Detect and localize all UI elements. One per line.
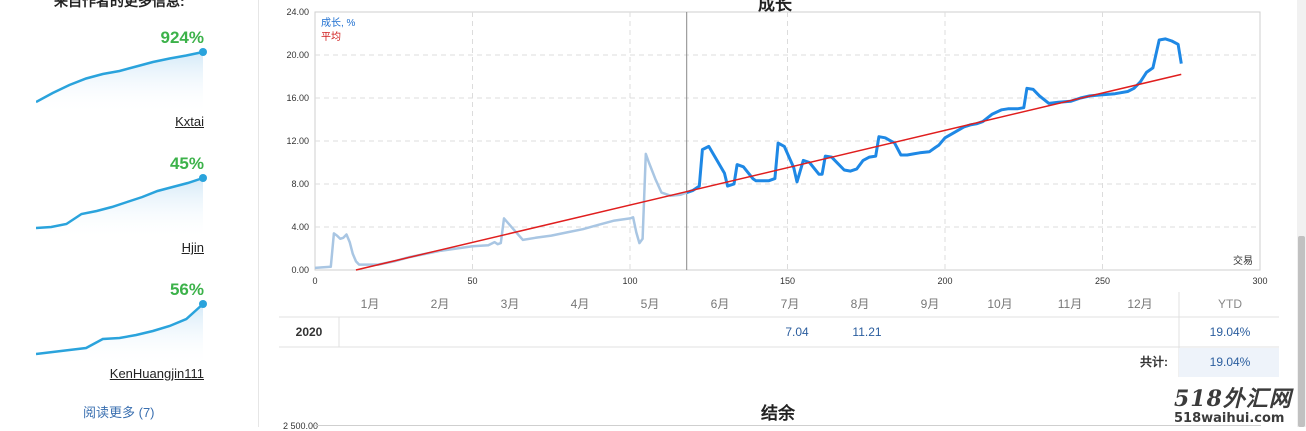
sparkline-area xyxy=(36,304,203,366)
x-tick-label: 300 xyxy=(1252,276,1267,286)
sparkline-end-dot xyxy=(199,174,207,182)
month-header-cell: 6月 xyxy=(710,297,730,311)
y-tick-label: 12.00 xyxy=(286,136,309,146)
month-value-cell xyxy=(1112,318,1182,346)
legend-average: 平均 xyxy=(321,31,341,43)
x-axis-label: 交易 xyxy=(1233,254,1253,267)
sidebar-divider xyxy=(258,0,259,427)
month-header-cell: 9月 xyxy=(920,297,940,311)
monthly-values-row: 7.04 11.21 xyxy=(339,318,1179,346)
growth-chart-title: 成长 xyxy=(758,0,792,14)
sidebar-heading: 来自作者的更多信息: xyxy=(54,0,185,9)
average-trend-line xyxy=(355,73,1182,271)
sparkline-line xyxy=(36,50,204,104)
sparkline-end-dot xyxy=(199,48,207,56)
x-tick-label: 100 xyxy=(622,276,637,286)
author-name-link[interactable]: Hjin xyxy=(181,240,204,255)
month-value-cell xyxy=(972,318,1042,346)
month-header-cell: 12月 xyxy=(1127,297,1153,311)
month-header-cell: 4月 xyxy=(570,297,590,311)
y-tick-label: 20.00 xyxy=(286,50,309,60)
series-layer xyxy=(314,37,1183,271)
year-label: 2020 xyxy=(295,325,323,339)
axis-ticks: 0.00 4.00 8.00 12.00 16.00 20.00 24.00 0 50 100 15… xyxy=(286,7,1267,286)
month-value-cell xyxy=(1042,318,1112,346)
month-header-cell: 5月 xyxy=(640,297,660,311)
author-name-link[interactable]: Kxtai xyxy=(175,114,204,129)
month-header-cell: 1月 xyxy=(360,297,380,311)
month-value-cell xyxy=(552,318,622,346)
balance-plot-top xyxy=(315,425,1261,426)
month-header-cell: 2月 xyxy=(430,297,450,311)
month-header-row: 1月 2月 3月 4月 5月 6月 7月 8月 9月 10月 11月 12月 xyxy=(339,292,1179,317)
month-value-cell xyxy=(622,318,692,346)
y-tick-label: 4.00 xyxy=(291,222,309,232)
ytd-header: YTD xyxy=(1218,297,1242,311)
month-value-cell xyxy=(342,318,412,346)
balance-y-tick: 2 500.00 xyxy=(283,421,319,431)
month-header-cell: 3月 xyxy=(500,297,520,311)
y-tick-label: 24.00 xyxy=(286,7,309,17)
x-tick-label: 0 xyxy=(312,276,317,286)
site-watermark: 518外汇网 518waihui.com xyxy=(1174,381,1300,426)
author-sparkline xyxy=(36,300,207,366)
sparkline-end-dot xyxy=(199,300,207,308)
sparkline-line xyxy=(36,303,204,356)
grid-lines xyxy=(315,12,1260,270)
author-name-link[interactable]: KenHuangjin111 xyxy=(109,366,204,381)
sparkline-line xyxy=(36,176,204,230)
author-card-1[interactable]: 924% Kxtai xyxy=(36,24,208,134)
author-card-2[interactable]: 45% Hjin xyxy=(36,150,208,260)
page-scrollbar[interactable] xyxy=(1297,0,1306,427)
month-value-cell xyxy=(902,318,972,346)
author-sidebar: 来自作者的更多信息: 924% Kxtai 45% Hjin 56% KenHu… xyxy=(0,0,258,427)
sparkline-area xyxy=(36,52,203,114)
author-growth: 56% xyxy=(169,280,204,299)
month-value-cell xyxy=(482,318,552,346)
watermark-logo: 518外汇网 xyxy=(1174,386,1292,412)
y-tick-label: 0.00 xyxy=(291,265,309,275)
month-value-cell: 7.04 xyxy=(785,325,809,339)
month-header-cell: 8月 xyxy=(850,297,870,311)
x-tick-label: 250 xyxy=(1095,276,1110,286)
watermark-url: 518waihui.com xyxy=(1174,411,1285,426)
month-value-cell xyxy=(412,318,482,346)
ytd-value: 19.04% xyxy=(1209,325,1251,339)
balance-chart-title: 结余 xyxy=(761,404,795,423)
month-header-cell: 10月 xyxy=(987,297,1013,311)
author-growth: 45% xyxy=(169,154,204,173)
x-tick-label: 50 xyxy=(467,276,477,286)
author-growth: 924% xyxy=(160,28,204,47)
author-sparkline xyxy=(36,174,207,240)
read-more-link[interactable]: 阅读更多 (7) xyxy=(83,405,155,420)
scrollbar-thumb[interactable] xyxy=(1298,236,1305,427)
author-sparkline xyxy=(36,48,207,114)
month-header-cell: 7月 xyxy=(780,297,800,311)
y-tick-label: 8.00 xyxy=(291,179,309,189)
legend-growth: 成长, % xyxy=(321,17,356,29)
monthly-table-lines xyxy=(279,292,1279,377)
month-value-cell xyxy=(692,318,762,346)
growth-chart: 0.00 4.00 8.00 12.00 16.00 20.00 24.00 0 50 100 15… xyxy=(286,7,1267,286)
x-tick-label: 200 xyxy=(937,276,952,286)
total-value: 19.04% xyxy=(1209,355,1251,369)
y-tick-label: 16.00 xyxy=(286,93,309,103)
month-header-cell: 11月 xyxy=(1057,297,1083,311)
total-label: 共计: xyxy=(1140,355,1168,369)
growth-series-history xyxy=(314,152,688,270)
author-card-3[interactable]: 56% KenHuangjin111 xyxy=(36,276,208,386)
month-value-cell: 11.21 xyxy=(852,325,882,339)
sparkline-area xyxy=(36,178,203,240)
x-tick-label: 150 xyxy=(780,276,795,286)
